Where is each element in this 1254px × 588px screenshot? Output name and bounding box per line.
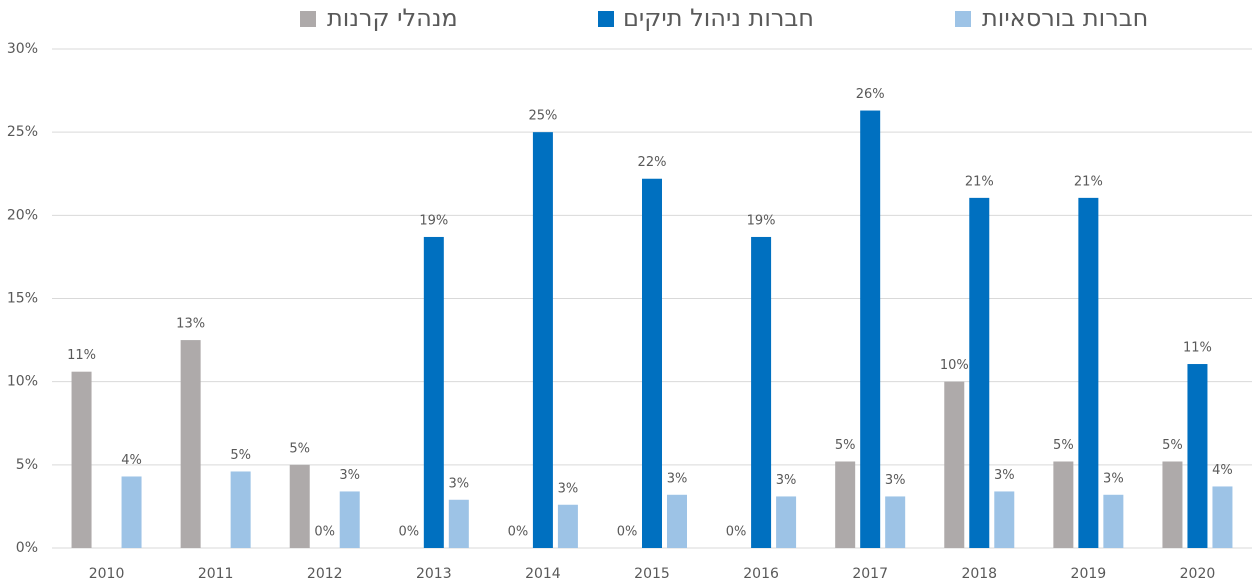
bar [1078,197,1099,548]
bar [121,476,142,548]
data-label: 0% [508,525,529,540]
bar [885,496,906,548]
data-label: 5% [230,448,251,463]
data-label: 5% [1162,438,1183,453]
bar [1162,461,1183,548]
data-label: 0% [314,525,335,540]
data-label: 11% [67,348,96,363]
bar [423,236,444,548]
legend-swatch [598,11,614,27]
data-label: 3% [994,468,1015,483]
bar [557,504,578,548]
data-label: 10% [940,358,969,373]
x-tick-label: 2020 [1180,566,1216,582]
legend-label: חברות ניהול תיקים [623,4,814,32]
data-label: 25% [528,109,557,124]
data-label: 3% [1103,471,1124,486]
y-tick-label: 25% [7,124,38,140]
data-label: 3% [776,473,797,488]
data-label: 3% [885,473,906,488]
x-tick-label: 2014 [525,566,561,582]
data-label: 5% [835,438,856,453]
bar [1103,494,1124,548]
bar [667,494,687,548]
x-tick-label: 2013 [416,566,452,582]
data-label: 4% [121,453,142,468]
y-tick-label: 10% [7,374,38,390]
bar [1212,486,1233,548]
x-tick-label: 2010 [89,566,125,582]
data-label: 3% [667,471,688,486]
data-label: 22% [638,155,667,170]
bar [180,340,201,548]
data-label: 3% [558,481,579,496]
x-tick-label: 2018 [961,566,997,582]
data-label: 0% [399,525,420,540]
legend-swatch [955,11,971,27]
bar [289,464,310,548]
bar [944,381,965,548]
legend-label: מנהלי קרנות [327,4,458,32]
data-label: 19% [747,213,776,228]
bar [1187,364,1208,548]
bar [339,491,360,548]
y-tick-label: 20% [7,207,38,223]
data-label: 5% [289,441,310,456]
data-label: 0% [726,525,747,540]
bar [751,236,772,548]
data-label: 19% [419,213,448,228]
data-label: 0% [617,525,638,540]
bar [532,132,553,548]
bar [994,491,1015,548]
y-tick-label: 0% [16,540,38,556]
x-tick-label: 2016 [743,566,779,582]
data-label: 5% [1053,438,1074,453]
data-label: 13% [176,317,205,332]
bar [835,461,856,548]
bar [448,499,469,548]
data-label: 21% [1074,174,1103,189]
bar [1053,461,1074,548]
bar [642,178,662,549]
y-tick-label: 5% [16,457,38,473]
data-label: 3% [449,476,470,491]
bar [860,110,881,548]
data-label: 4% [1212,463,1233,478]
data-label: 11% [1183,341,1212,356]
data-label: 26% [856,87,885,102]
x-tick-label: 2012 [307,566,343,582]
data-label: 21% [965,174,994,189]
bar [230,471,251,548]
y-tick-label: 15% [7,291,38,307]
bar [776,496,797,548]
legend-swatch [300,11,316,27]
data-label: 3% [339,468,360,483]
bar [969,197,990,548]
x-tick-label: 2011 [198,566,234,582]
bar [71,371,92,548]
legend-label: חברות בורסאיות [982,4,1148,32]
x-tick-label: 2015 [634,566,670,582]
x-tick-label: 2019 [1071,566,1107,582]
x-tick-label: 2017 [852,566,888,582]
y-tick-label: 30% [7,41,38,57]
